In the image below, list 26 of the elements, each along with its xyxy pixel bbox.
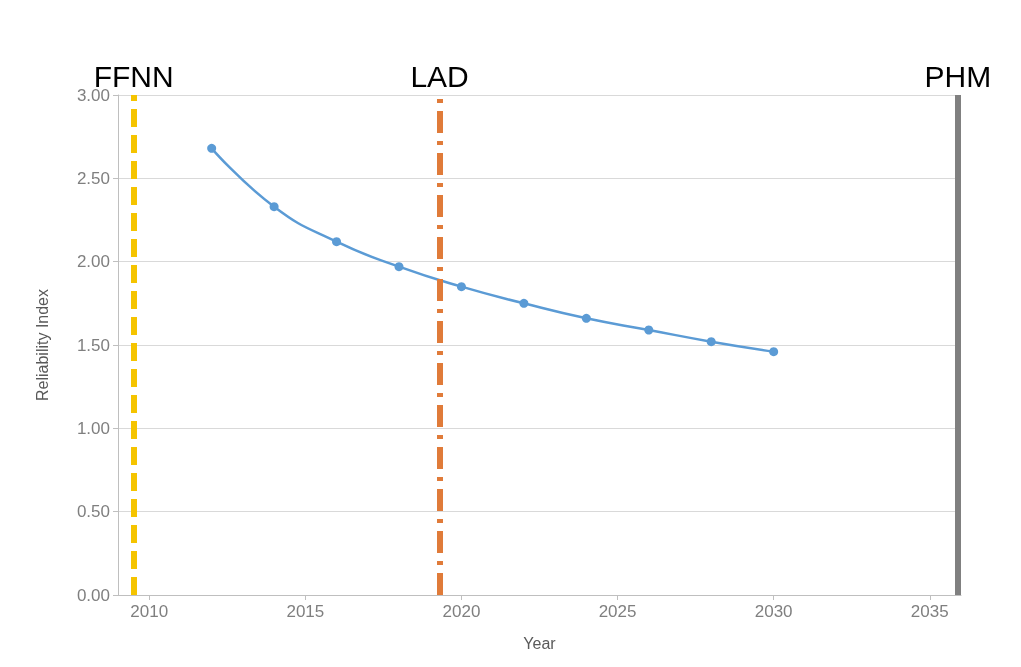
y-axis-title: Reliability Index <box>33 288 51 402</box>
x-tick-label: 2025 <box>598 602 637 621</box>
y-tick-label: 0.00 <box>76 585 110 605</box>
point <box>456 282 466 292</box>
point <box>519 298 529 308</box>
x-tick-label: 2035 <box>910 602 949 621</box>
x-tick-label: 2030 <box>754 602 793 621</box>
point <box>332 237 342 247</box>
y-tick-label: 0.50 <box>76 502 110 522</box>
ref-line-label: PHM <box>924 59 992 93</box>
x-axis-title: Year <box>523 634 557 652</box>
ref-line-label: LAD <box>410 59 469 93</box>
y-tick-label: 2.00 <box>76 252 110 272</box>
x-tick-label: 2010 <box>130 602 169 621</box>
point <box>769 347 779 357</box>
x-tick-label: 2015 <box>286 602 325 621</box>
point <box>394 262 404 272</box>
y-tick-label: 1.50 <box>76 335 110 355</box>
y-tick-label: 1.00 <box>76 418 110 438</box>
point <box>706 337 716 347</box>
point <box>644 325 654 335</box>
x-tick-label: 2020 <box>442 602 481 621</box>
point <box>207 143 217 153</box>
point <box>269 202 279 212</box>
point <box>581 313 591 323</box>
y-tick-label: 2.50 <box>76 168 110 188</box>
